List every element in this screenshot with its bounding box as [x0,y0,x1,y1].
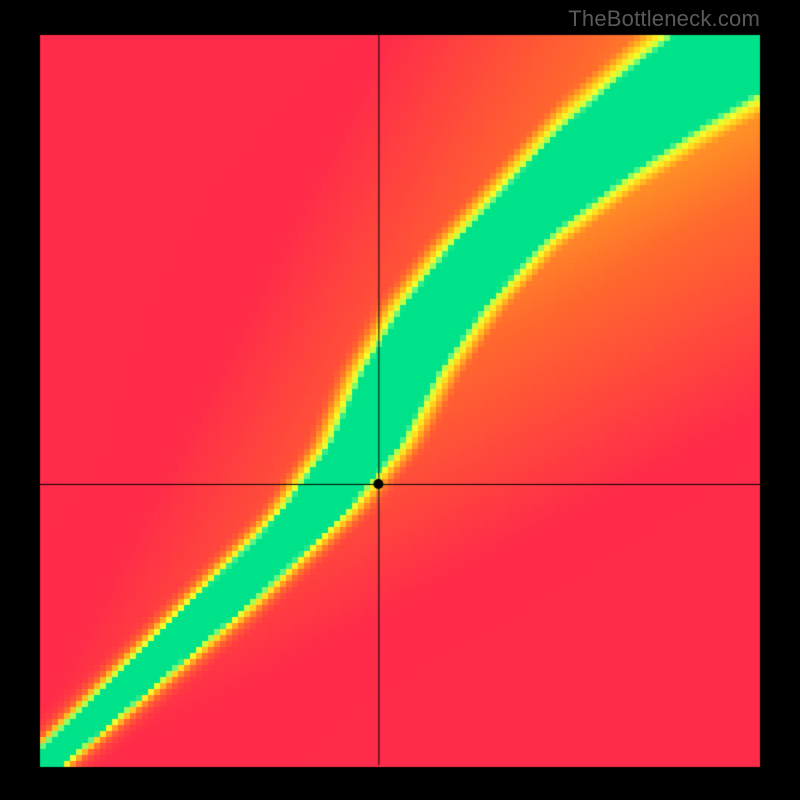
watermark-text: TheBottleneck.com [568,6,760,32]
bottleneck-chart: TheBottleneck.com [0,0,800,800]
heatmap-canvas [0,0,800,800]
